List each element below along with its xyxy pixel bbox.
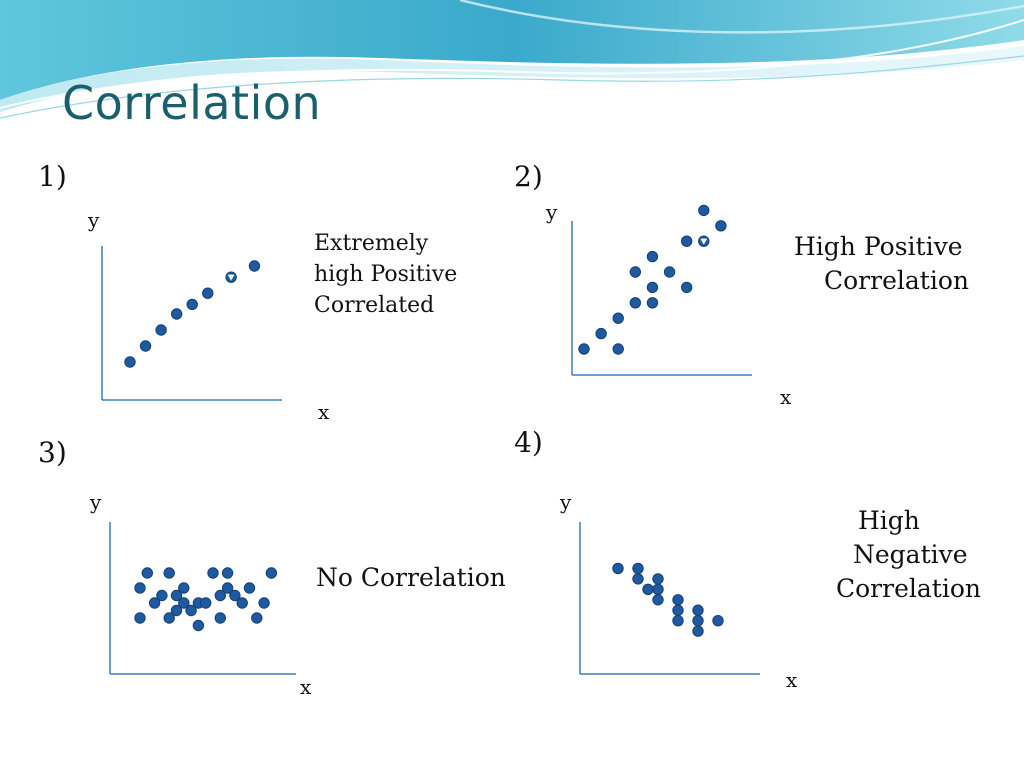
scatter-point <box>139 340 152 352</box>
scatter-point <box>612 562 624 575</box>
scatter-point <box>178 582 190 594</box>
scatter-point <box>698 235 710 247</box>
scatter-point <box>652 594 664 606</box>
scatter-point <box>163 612 175 624</box>
panel-4-number: 4) <box>514 426 543 459</box>
panel-1-number: 1) <box>38 160 67 193</box>
scatter-point <box>692 625 704 637</box>
scatter-point <box>221 582 234 594</box>
panel-4-caption: High Negative Correlation <box>836 504 981 606</box>
scatter-point <box>236 597 248 609</box>
scatter-point <box>243 582 256 594</box>
scatter-point <box>170 604 183 617</box>
scatter-point <box>170 589 183 602</box>
panel-2-caption-line: Correlation <box>824 266 969 295</box>
panel-1-scatter-plot <box>101 246 282 401</box>
panel-1-caption-line: Correlated <box>314 293 435 318</box>
scatter-point <box>612 312 624 324</box>
scatter-point <box>202 287 214 299</box>
scatter-point <box>134 582 146 594</box>
panel-1-y-label: y <box>88 208 100 232</box>
scatter-point <box>163 567 175 579</box>
panel-1-caption-line: high Positive <box>314 262 458 287</box>
panel-1-caption-line: Extremely <box>314 231 429 256</box>
panel-1-caption: Extremely high Positive Correlated <box>314 228 457 321</box>
scatter-point <box>680 235 693 247</box>
panel-4-scatter-plot <box>579 522 760 675</box>
scatter-point <box>214 612 227 624</box>
scatter-point <box>680 281 693 294</box>
scatter-point <box>265 567 278 579</box>
panel-2-caption: High Positive Correlation <box>794 230 969 298</box>
panel-3-x-label: x <box>300 675 312 699</box>
panel-4-x-label: x <box>786 668 798 692</box>
scatter-point <box>672 594 684 606</box>
scatter-point <box>632 573 644 585</box>
scatter-point <box>663 266 676 278</box>
scatter-point <box>632 562 644 575</box>
scatter-point <box>248 260 261 272</box>
scatter-point <box>629 266 642 278</box>
scatter-point <box>251 612 263 624</box>
scatter-point <box>646 281 659 294</box>
panel-3-number: 3) <box>38 436 67 469</box>
scatter-point <box>698 204 710 217</box>
scatter-point <box>134 612 146 624</box>
scatter-point <box>221 567 234 579</box>
panel-4-caption-line: High <box>858 506 920 535</box>
slide-title: Correlation <box>62 76 322 130</box>
scatter-point <box>186 298 198 311</box>
scatter-point <box>148 597 161 609</box>
panel-4-caption-line: Negative <box>853 540 968 569</box>
panel-2-scatter-plot <box>571 204 752 376</box>
panel-1-x-label: x <box>318 400 330 424</box>
panel-3-y-label: y <box>90 490 102 514</box>
scatter-point <box>692 604 704 616</box>
scatter-point <box>214 589 227 602</box>
scatter-point <box>192 619 205 632</box>
scatter-point <box>642 583 654 596</box>
scatter-point <box>692 614 704 627</box>
header-wave-decoration <box>0 0 1024 119</box>
scatter-point <box>229 589 241 602</box>
scatter-point <box>652 583 664 596</box>
scatter-point <box>225 271 237 283</box>
panel-2-number: 2) <box>514 160 543 193</box>
scatter-point <box>258 597 270 609</box>
scatter-point <box>595 327 607 340</box>
scatter-point <box>672 614 684 627</box>
scatter-point <box>629 297 642 309</box>
panel-2-y-label: y <box>546 200 558 224</box>
panel-3-caption: No Correlation <box>316 561 506 595</box>
scatter-point <box>170 308 183 320</box>
scatter-point <box>207 567 219 579</box>
panel-2-caption-line: High Positive <box>794 232 963 261</box>
scatter-point <box>185 604 197 617</box>
scatter-point <box>652 573 664 585</box>
scatter-point <box>155 324 167 336</box>
panel-3-caption-line: No Correlation <box>316 563 506 592</box>
scatter-point <box>715 220 727 232</box>
scatter-point <box>178 597 190 609</box>
scatter-point <box>646 250 659 263</box>
scatter-point <box>612 343 624 355</box>
scatter-point <box>156 589 168 602</box>
scatter-point <box>646 297 659 309</box>
panel-2-x-label: x <box>780 385 792 409</box>
scatter-point <box>672 604 684 616</box>
panel-4-caption-line: Correlation <box>836 574 981 603</box>
panel-3-scatter-plot <box>109 522 296 675</box>
scatter-point <box>124 356 136 368</box>
scatter-point <box>578 343 590 355</box>
scatter-point <box>141 567 153 579</box>
scatter-point <box>712 614 724 627</box>
panel-4-y-label: y <box>560 490 572 514</box>
scatter-point <box>200 597 212 609</box>
